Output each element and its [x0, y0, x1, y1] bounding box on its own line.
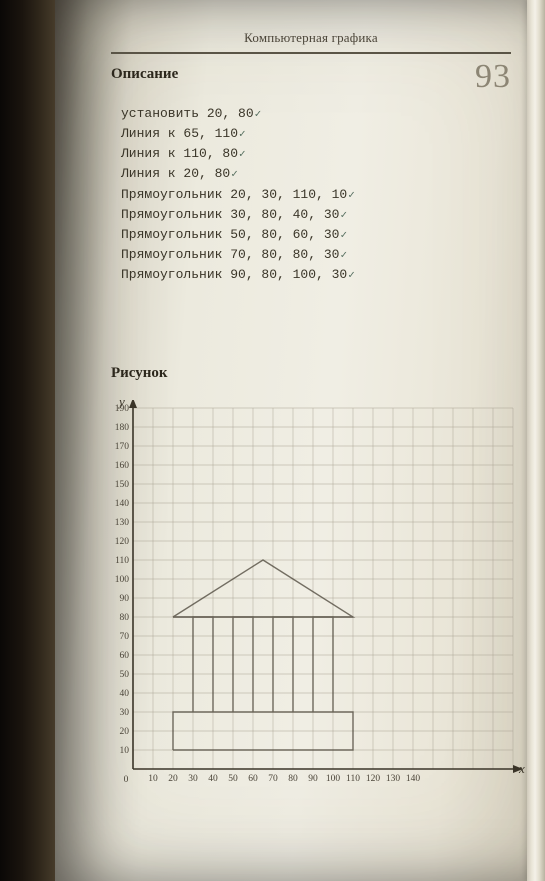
section-title-figure: Рисунок — [111, 365, 511, 382]
book-page-edge — [527, 0, 545, 881]
y-tick-label: 90 — [120, 594, 130, 604]
origin-label: 0 — [124, 775, 129, 785]
grid — [133, 408, 513, 769]
y-tick-label: 170 — [115, 442, 130, 452]
x-tick-label: 30 — [188, 774, 198, 784]
y-tick-label: 130 — [115, 518, 130, 528]
y-tick-label: 140 — [115, 499, 130, 509]
section-title-description: Описание — [111, 66, 178, 83]
x-tick-label: 10 — [148, 774, 158, 784]
checkmark-icon: ✓ — [348, 190, 355, 202]
description-line: Прямоугольник 70, 80, 80, 30✓ — [121, 245, 511, 265]
y-tick-label: 80 — [120, 613, 130, 623]
header-row: Описание 93 — [111, 66, 511, 94]
y-tick-label: 160 — [115, 461, 130, 471]
description-line: Прямоугольник 50, 80, 60, 30✓ — [121, 225, 511, 245]
x-axis-label: x — [518, 761, 525, 776]
y-tick-label: 50 — [120, 670, 130, 680]
description-line: Прямоугольник 30, 80, 40, 30✓ — [121, 205, 511, 225]
description-line: Линия к 20, 80✓ — [121, 164, 511, 184]
y-tick-label: 10 — [120, 746, 130, 756]
grid-chart: 10 20 30 40 50 60 70 80 90 100 110 120 130 140 10 20 30 4… — [105, 400, 525, 795]
x-tick-label: 70 — [268, 774, 278, 784]
x-tick-label: 80 — [288, 774, 298, 784]
description-line: Линия к 65, 110✓ — [121, 124, 511, 144]
checkmark-icon: ✓ — [255, 109, 262, 121]
y-tick-label: 30 — [120, 708, 130, 718]
y-tick-label: 120 — [115, 537, 130, 547]
textbook-page: Компьютерная графика Описание 93 установ… — [55, 0, 545, 881]
x-tick-label: 20 — [168, 774, 178, 784]
checkmark-icon: ✓ — [348, 270, 355, 282]
y-tick-label: 60 — [120, 651, 130, 661]
x-tick-label: 130 — [386, 774, 401, 784]
x-tick-label: 110 — [346, 774, 360, 784]
x-tick-label: 40 — [208, 774, 218, 784]
y-tick-label: 70 — [120, 632, 130, 642]
checkmark-icon: ✓ — [239, 149, 246, 161]
checkmark-icon: ✓ — [239, 129, 246, 141]
running-header: Компьютерная графика — [111, 30, 511, 54]
axes — [129, 400, 523, 773]
y-tick-label: 180 — [115, 423, 130, 433]
checkmark-icon: ✓ — [340, 250, 347, 262]
x-tick-label: 50 — [228, 774, 238, 784]
description-line: Прямоугольник 90, 80, 100, 30✓ — [121, 265, 511, 285]
x-tick-label: 60 — [248, 774, 258, 784]
description-line: Линия к 110, 80✓ — [121, 144, 511, 164]
checkmark-icon: ✓ — [231, 169, 238, 181]
x-tick-label: 100 — [326, 774, 341, 784]
checkmark-icon: ✓ — [340, 230, 347, 242]
x-tick-label: 90 — [308, 774, 318, 784]
x-tick-label: 140 — [406, 774, 421, 784]
book-outer-left — [0, 0, 55, 881]
y-axis-label: y — [117, 400, 125, 409]
y-tick-label: 150 — [115, 480, 130, 490]
y-tick-label: 20 — [120, 727, 130, 737]
y-tick-label: 40 — [120, 689, 130, 699]
description-line: Прямоугольник 20, 30, 110, 10✓ — [121, 185, 511, 205]
description-list: установить 20, 80✓Линия к 65, 110✓Линия … — [111, 104, 511, 285]
description-line: установить 20, 80✓ — [121, 104, 511, 124]
page-number: 93 — [475, 60, 511, 94]
chart-svg: 10 20 30 40 50 60 70 80 90 100 110 120 130 140 10 20 30 4… — [105, 400, 525, 795]
y-tick-label: 100 — [115, 575, 130, 585]
y-tick-label: 110 — [115, 556, 129, 566]
x-tick-label: 120 — [366, 774, 381, 784]
checkmark-icon: ✓ — [340, 210, 347, 222]
